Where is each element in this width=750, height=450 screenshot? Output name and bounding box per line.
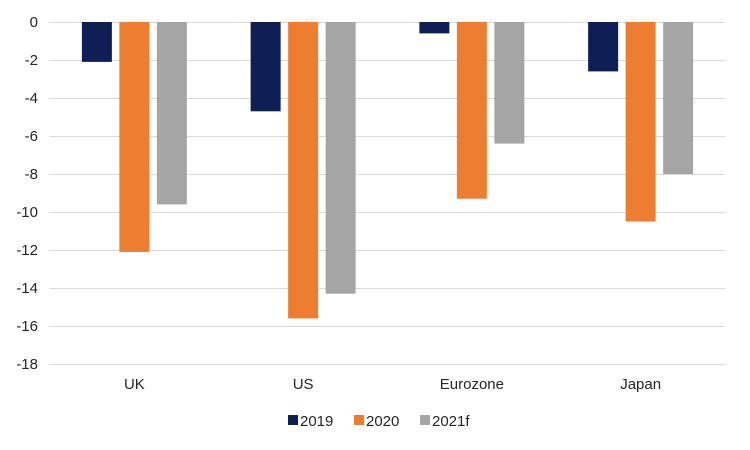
bar-2019-eurozone [419,22,450,34]
legend: 2019 2020 2021f [288,413,470,430]
bars [81,22,694,319]
legend-swatch-2021f [420,415,430,425]
bar-2021f-us [325,22,356,294]
bar-2021f-eurozone [494,22,525,144]
legend-swatch-2019 [288,415,298,425]
bar-2020-uk [119,22,150,252]
bar-2020-us [288,22,319,319]
y-tick-label: 0 [30,14,38,31]
y-tick-label: -16 [16,318,38,335]
y-tick-label: -18 [16,356,38,373]
y-tick-label: -14 [16,280,38,297]
legend-label-2019: 2019 [300,413,333,430]
x-category-label: US [293,376,314,393]
y-axis-ticks: 0 -2 -4 -6 -8 -10 -12 -14 -16 -18 [16,14,38,373]
bar-2021f-japan [663,22,694,174]
y-tick-label: -10 [16,204,38,221]
y-tick-label: -4 [25,90,38,107]
legend-swatch-2020 [354,415,364,425]
y-tick-label: -2 [25,52,38,69]
gridlines [50,22,725,365]
bar-2019-uk [81,22,112,62]
x-category-label: UK [124,376,145,393]
y-tick-label: -8 [25,166,38,183]
legend-label-2020: 2020 [366,413,399,430]
x-category-label: Japan [620,376,661,393]
bar-2019-us [250,22,281,112]
x-category-label: Eurozone [440,376,504,393]
y-tick-label: -6 [25,128,38,145]
bar-2020-eurozone [456,22,487,199]
y-tick-label: -12 [16,242,38,259]
bar-2020-japan [625,22,656,222]
bar-2021f-uk [156,22,187,205]
bar-2019-japan [588,22,619,72]
legend-label-2021f: 2021f [432,413,470,430]
x-axis-categories: UK US Eurozone Japan [124,376,661,393]
